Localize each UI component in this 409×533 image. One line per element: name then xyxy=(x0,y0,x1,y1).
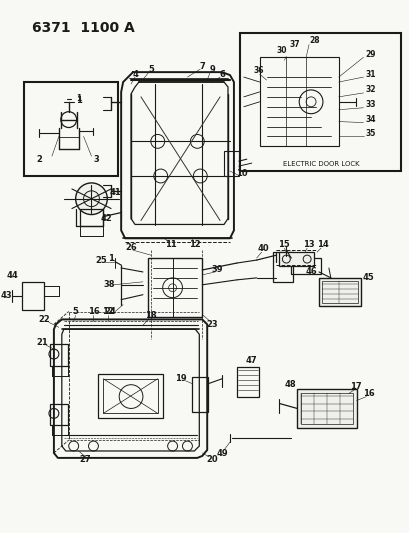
Bar xyxy=(273,252,292,282)
Text: 44: 44 xyxy=(7,271,18,280)
Text: 34: 34 xyxy=(364,115,375,124)
Text: 41: 41 xyxy=(109,188,121,197)
Bar xyxy=(301,393,352,424)
Text: 1: 1 xyxy=(108,254,114,263)
Text: 42: 42 xyxy=(100,214,112,223)
Bar xyxy=(259,57,338,147)
Text: 38: 38 xyxy=(103,280,115,289)
Text: 1: 1 xyxy=(76,96,81,106)
Text: 29: 29 xyxy=(364,50,375,59)
Bar xyxy=(50,403,67,425)
Bar xyxy=(321,281,357,303)
Bar xyxy=(148,258,202,318)
Text: 12: 12 xyxy=(189,240,201,249)
Text: 27: 27 xyxy=(79,455,91,464)
Text: 39: 39 xyxy=(211,265,222,274)
Text: 37: 37 xyxy=(289,40,299,49)
Text: 16: 16 xyxy=(88,307,99,316)
Bar xyxy=(290,258,320,274)
Text: 9: 9 xyxy=(209,64,214,74)
Text: 19: 19 xyxy=(174,374,186,383)
Text: 35: 35 xyxy=(364,129,375,138)
Bar xyxy=(318,278,360,305)
Text: 20: 20 xyxy=(206,455,218,464)
Text: 5: 5 xyxy=(148,64,153,74)
Text: 26: 26 xyxy=(125,243,137,252)
Text: 40: 40 xyxy=(257,244,269,253)
Text: 10: 10 xyxy=(236,168,247,177)
Text: 36: 36 xyxy=(253,66,263,75)
Bar xyxy=(239,33,400,171)
Bar xyxy=(24,82,118,176)
Text: 16: 16 xyxy=(362,389,373,398)
Bar xyxy=(98,374,162,418)
Text: 28: 28 xyxy=(308,36,319,45)
Text: 18: 18 xyxy=(145,311,156,320)
Text: 5: 5 xyxy=(72,307,79,316)
Text: 2: 2 xyxy=(36,155,42,164)
Text: 6371  1100 A: 6371 1100 A xyxy=(32,21,135,35)
Text: 1: 1 xyxy=(76,94,81,103)
Text: 11: 11 xyxy=(164,240,176,249)
Text: 14: 14 xyxy=(316,240,328,249)
Bar xyxy=(79,208,103,227)
Text: 47: 47 xyxy=(245,357,257,366)
Text: 13: 13 xyxy=(303,240,314,249)
Text: 46: 46 xyxy=(305,268,316,277)
Text: 31: 31 xyxy=(364,70,375,78)
Text: 30: 30 xyxy=(276,46,286,55)
Text: 32: 32 xyxy=(364,85,375,94)
Text: 17: 17 xyxy=(349,382,360,391)
Text: 33: 33 xyxy=(364,100,375,109)
Text: 22: 22 xyxy=(38,315,50,324)
Text: 45: 45 xyxy=(362,273,373,282)
Text: 25: 25 xyxy=(95,255,107,264)
Text: 4: 4 xyxy=(132,70,137,78)
Text: 15: 15 xyxy=(278,240,290,249)
Bar xyxy=(103,379,157,414)
Text: 23: 23 xyxy=(206,320,218,329)
Bar xyxy=(279,252,313,266)
Bar xyxy=(236,367,258,397)
Text: 12: 12 xyxy=(102,307,114,316)
Text: 3: 3 xyxy=(93,155,99,164)
Bar xyxy=(50,344,67,366)
Circle shape xyxy=(76,183,107,215)
Text: 48: 48 xyxy=(284,380,296,389)
Bar xyxy=(22,282,44,310)
Bar xyxy=(297,389,356,428)
Text: 49: 49 xyxy=(216,449,227,458)
Bar xyxy=(223,151,238,176)
Text: 43: 43 xyxy=(1,291,12,300)
Text: ELECTRIC DOOR LOCK: ELECTRIC DOOR LOCK xyxy=(282,161,358,167)
Text: 6: 6 xyxy=(218,70,225,78)
Text: 7: 7 xyxy=(199,62,204,71)
Text: 21: 21 xyxy=(36,338,48,346)
Text: 24: 24 xyxy=(104,307,116,316)
Bar xyxy=(192,377,208,413)
